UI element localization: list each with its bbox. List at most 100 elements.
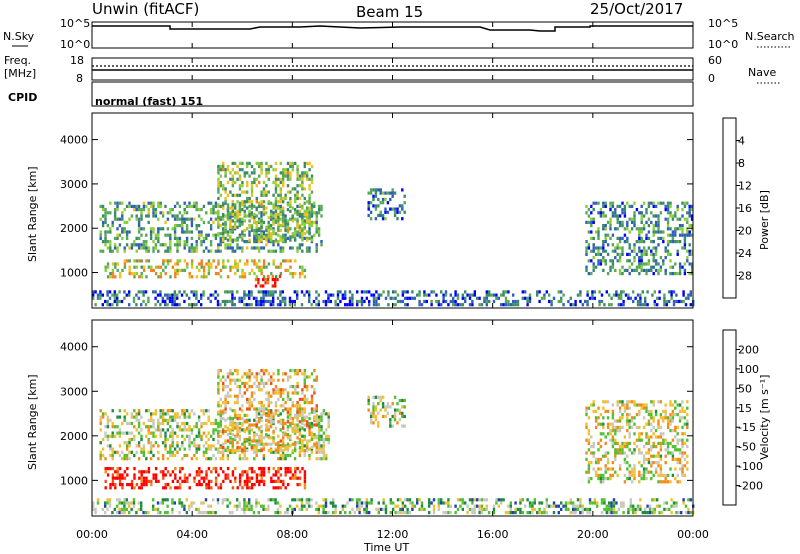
echo-cell-1-2381 xyxy=(636,504,640,508)
echo-cell-1-1630 xyxy=(633,422,636,426)
echo-cell-0-98 xyxy=(135,243,138,247)
echo-cell-0-342 xyxy=(221,201,225,205)
echo-cell-1-124 xyxy=(147,425,150,429)
echo-cell-0-1709 xyxy=(669,201,672,205)
echo-cell-0-554 xyxy=(293,211,297,215)
echo-cell-1-161 xyxy=(159,412,162,416)
echo-cell-0-2235 xyxy=(548,299,551,304)
echo-cell-1-2173 xyxy=(420,504,424,508)
echo-cell-1-115 xyxy=(142,447,146,451)
echo-cell-1-1301 xyxy=(303,394,306,398)
echo-cell-0-1790 xyxy=(688,243,691,247)
echo-cell-1-1230 xyxy=(289,407,292,411)
echo-cell-1-1966 xyxy=(183,507,186,511)
echo-cell-0-1118 xyxy=(279,161,282,165)
echo-cell-1-1555 xyxy=(616,448,619,452)
echo-cell-1-655 xyxy=(111,479,115,483)
echo-cell-0-56 xyxy=(118,201,122,205)
echo-cell-0-499 xyxy=(272,217,275,221)
echo-cell-1-382 xyxy=(233,450,237,454)
echo-cell-1-1033 xyxy=(243,445,246,449)
echo-cell-1-540 xyxy=(293,444,297,448)
echo-cell-1-722 xyxy=(164,467,167,471)
echo-cell-1-1529 xyxy=(611,425,615,429)
echo-cell-1-455 xyxy=(262,447,266,451)
echo-cell-1-712 xyxy=(154,467,158,471)
echo-cell-1-1917 xyxy=(123,507,126,511)
power-cb-label: Power [dB] xyxy=(758,190,771,250)
echo-cell-0-1942 xyxy=(236,290,239,294)
echo-cell-1-1274 xyxy=(298,397,302,401)
echo-cell-1-1293 xyxy=(301,445,304,449)
echo-cell-1-1215 xyxy=(286,391,290,395)
echo-cell-1-2208 xyxy=(461,501,464,505)
echo-cell-0-194 xyxy=(169,236,172,240)
echo-cell-1-1892 xyxy=(101,507,104,511)
echo-cell-0-1938 xyxy=(231,299,234,304)
echo-cell-1-2156 xyxy=(404,504,407,508)
echo-cell-0-828 xyxy=(294,272,297,276)
echo-cell-0-204 xyxy=(173,217,177,221)
echo-cell-1-1389 xyxy=(384,408,387,412)
echo-cell-1-682 xyxy=(130,486,134,490)
echo-cell-1-582 xyxy=(310,437,314,442)
echo-cell-1-2152 xyxy=(401,504,404,508)
echo-cell-1-502 xyxy=(281,421,285,426)
echo-cell-0-853 xyxy=(217,232,220,236)
echo-cell-1-553 xyxy=(298,441,302,445)
echo-cell-0-2217 xyxy=(521,296,524,300)
echo-cell-1-1309 xyxy=(306,385,309,389)
echo-cell-0-1082 xyxy=(272,180,275,185)
echo-cell-1-701 xyxy=(145,470,148,474)
echo-cell-1-1595 xyxy=(626,419,629,423)
echo-cell-1-1940 xyxy=(152,504,155,508)
echo-cell-1-338 xyxy=(217,450,220,454)
echo-cell-0-274 xyxy=(195,224,198,228)
echo-cell-1-105 xyxy=(137,444,141,448)
echo-cell-1-1255 xyxy=(294,429,297,433)
echo-cell-0-938 xyxy=(236,219,239,223)
echo-cell-0-1911 xyxy=(197,299,200,304)
echo-cell-1-487 xyxy=(277,409,280,413)
echo-cell-1-177 xyxy=(164,418,167,422)
echo-cell-0-2037 xyxy=(329,293,332,297)
echo-cell-0-1012 xyxy=(253,232,256,236)
echo-cell-1-2419 xyxy=(680,511,683,515)
echo-cell-1-1083 xyxy=(255,407,258,411)
echo-cell-1-1270 xyxy=(296,426,299,430)
echo-cell-0-557 xyxy=(293,230,297,234)
echo-cell-0-729 xyxy=(190,265,194,269)
echo-cell-0-1460 xyxy=(609,208,612,212)
echo-cell-1-1650 xyxy=(638,435,641,439)
echo-cell-0-1312 xyxy=(372,188,375,192)
echo-cell-0-1301 xyxy=(278,274,282,278)
echo-cell-1-720 xyxy=(162,476,165,480)
colorbar-label-0-6: 28 xyxy=(738,270,752,283)
echo-cell-0-1510 xyxy=(621,208,624,212)
echo-cell-1-305 xyxy=(205,450,208,454)
echo-cell-0-1792 xyxy=(688,252,691,256)
echo-cell-1-131 xyxy=(149,415,153,419)
echo-cell-0-1358 xyxy=(398,204,402,208)
echo-cell-1-651 xyxy=(109,486,112,490)
echo-cell-1-1229 xyxy=(289,397,292,401)
echo-cell-1-1728 xyxy=(654,413,658,417)
echo-cell-1-2315 xyxy=(574,504,577,508)
echo-cell-0-1327 xyxy=(379,191,382,195)
echo-cell-0-1228 xyxy=(301,216,304,220)
echo-cell-1-1048 xyxy=(248,372,251,376)
echo-cell-0-1045 xyxy=(262,187,266,191)
echo-cell-0-2251 xyxy=(574,303,577,307)
echo-cell-0-459 xyxy=(257,249,261,253)
echo-cell-1-2095 xyxy=(341,507,344,511)
echo-cell-0-1390 xyxy=(590,236,593,240)
echo-cell-1-500 xyxy=(281,409,285,413)
echo-cell-0-1243 xyxy=(303,222,306,226)
echo-cell-0-1013 xyxy=(255,161,258,165)
echo-cell-0-547 xyxy=(289,217,292,221)
echo-cell-0-671 xyxy=(133,265,136,269)
echo-cell-0-723 xyxy=(186,262,189,266)
echo-cell-0-1069 xyxy=(267,216,270,220)
echo-cell-0-2193 xyxy=(495,293,498,297)
